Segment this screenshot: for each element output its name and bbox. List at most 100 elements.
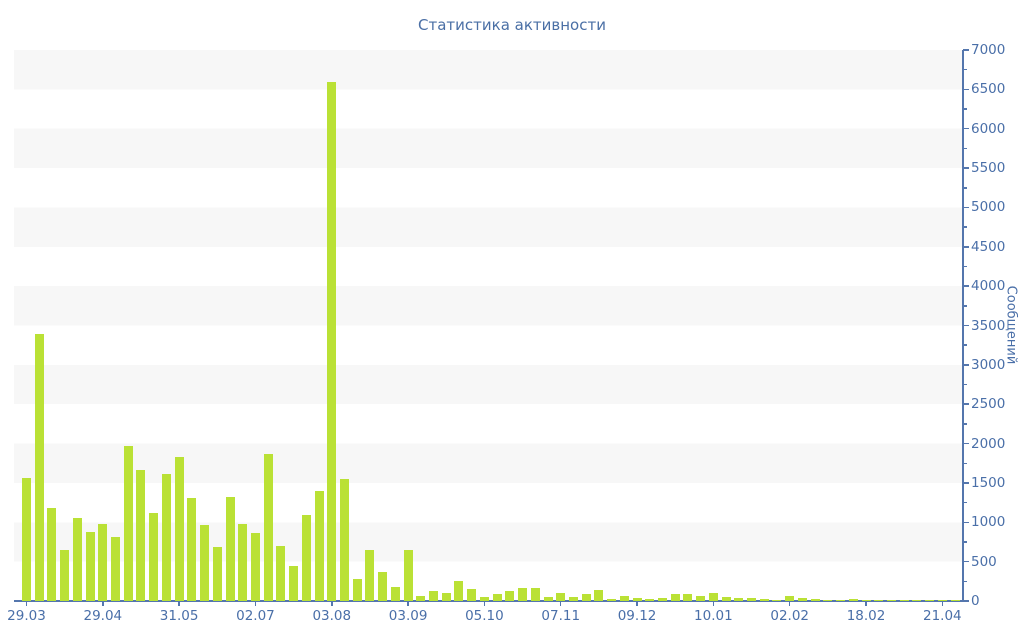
bar xyxy=(225,497,235,601)
bar xyxy=(912,599,922,601)
bar xyxy=(721,597,731,601)
bar xyxy=(200,525,210,601)
bar xyxy=(785,596,795,601)
bar xyxy=(403,549,413,601)
x-axis-label: 10.01 xyxy=(694,608,733,624)
bar xyxy=(950,599,960,601)
bar xyxy=(276,545,286,601)
y-axis-tick xyxy=(963,600,969,602)
bar xyxy=(708,593,718,601)
y-axis-minor-tick xyxy=(963,187,967,189)
x-axis-label: 09.12 xyxy=(617,608,657,624)
x-axis-tick xyxy=(178,601,180,606)
bar xyxy=(734,597,744,601)
bar xyxy=(658,597,667,601)
bar xyxy=(263,453,273,601)
bar xyxy=(149,512,159,601)
x-axis-tick xyxy=(483,601,486,606)
bar xyxy=(886,599,896,601)
y-axis-minor-tick xyxy=(963,541,967,543)
y-axis-minor-tick xyxy=(963,226,967,228)
bar xyxy=(505,590,515,601)
bar xyxy=(530,588,540,601)
y-axis-tick xyxy=(963,324,969,327)
bar xyxy=(289,565,299,601)
y-axis-minor-tick xyxy=(963,147,967,150)
y-axis-title: Сообщений xyxy=(1003,285,1019,365)
y-axis-value: 2500 xyxy=(971,396,1006,413)
chart-title: Статистика активности xyxy=(418,16,606,34)
bar xyxy=(60,549,70,601)
bar xyxy=(34,334,44,601)
x-axis-tick xyxy=(254,601,257,606)
y-axis-tick xyxy=(963,88,969,91)
x-axis-label: 02.07 xyxy=(236,608,275,624)
bar xyxy=(696,596,706,601)
bar xyxy=(759,598,769,601)
bar xyxy=(874,600,884,601)
bar xyxy=(187,497,197,601)
x-axis-tick xyxy=(636,601,638,606)
x-axis-label: 03.09 xyxy=(388,608,428,624)
bar xyxy=(47,507,57,601)
y-axis-tick xyxy=(963,246,969,248)
y-axis-minor-tick xyxy=(963,108,967,110)
bar xyxy=(619,595,629,601)
y-axis-value: 6500 xyxy=(971,81,1006,98)
y-axis-tick xyxy=(963,560,969,563)
y-axis-tick xyxy=(963,127,969,130)
y-axis-minor-tick xyxy=(963,423,967,425)
bar xyxy=(467,589,477,601)
bar xyxy=(123,445,133,601)
x-axis-tick xyxy=(102,601,104,606)
x-axis-label: 07.11 xyxy=(541,608,581,624)
y-axis-tick xyxy=(963,482,969,484)
bar xyxy=(378,571,388,601)
bar xyxy=(848,599,858,601)
x-axis-label: 29.04 xyxy=(83,608,123,624)
y-axis-value: 7000 xyxy=(971,42,1006,58)
y-axis-value: 4500 xyxy=(971,238,1006,255)
bar xyxy=(429,590,439,601)
bar xyxy=(899,600,909,601)
bar xyxy=(327,81,337,601)
y-axis-tick xyxy=(963,403,969,405)
y-axis-tick xyxy=(963,49,969,51)
bar xyxy=(861,599,871,601)
y-axis-tick xyxy=(963,364,969,366)
bar xyxy=(22,478,31,601)
y-axis-tick xyxy=(963,206,969,209)
y-axis-tick xyxy=(963,285,969,287)
bar xyxy=(250,533,260,601)
y-axis-value: 3000 xyxy=(971,356,1006,373)
bar xyxy=(645,599,655,601)
y-axis-value: 500 xyxy=(971,553,997,570)
bar xyxy=(479,596,489,601)
y-axis-value: 6000 xyxy=(971,120,1006,137)
bar xyxy=(925,600,935,601)
bar xyxy=(136,469,146,601)
bar xyxy=(518,588,528,601)
bar xyxy=(390,587,400,601)
x-axis-label: 18.02 xyxy=(846,608,886,624)
y-axis-minor-tick xyxy=(963,68,967,71)
y-axis-minor-tick xyxy=(963,383,967,386)
x-axis-label: 02.02 xyxy=(770,608,810,624)
bar xyxy=(352,579,362,601)
bar xyxy=(441,592,451,601)
y-axis-value: 4000 xyxy=(971,278,1006,295)
bar xyxy=(670,594,680,601)
y-axis-minor-tick xyxy=(963,580,967,583)
bar xyxy=(301,515,311,601)
bar xyxy=(632,598,642,601)
x-axis-label: 21.04 xyxy=(923,608,962,624)
bar xyxy=(85,531,95,601)
bar xyxy=(161,474,171,601)
y-axis-minor-tick xyxy=(963,462,967,464)
y-axis-minor-tick xyxy=(963,501,967,504)
bar xyxy=(810,599,820,601)
bar xyxy=(238,523,248,601)
y-axis-value: 1500 xyxy=(971,474,1006,491)
y-axis-value: 3500 xyxy=(971,317,1006,334)
